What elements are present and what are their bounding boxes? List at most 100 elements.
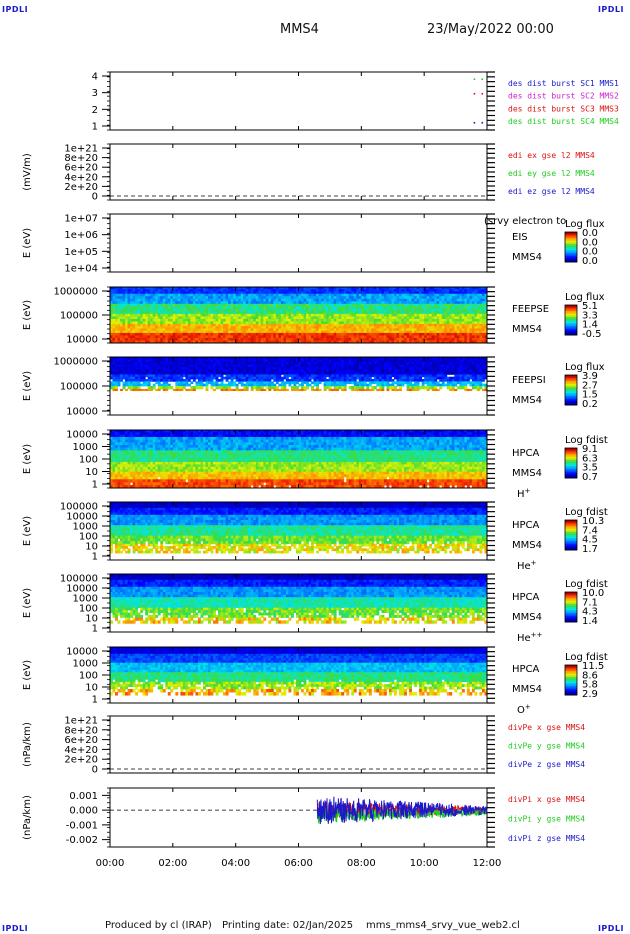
heatmap-cell — [396, 330, 400, 334]
heatmap-cell — [449, 289, 453, 292]
panel-feeps-e-spacecraft-label: MMS4 — [512, 324, 542, 335]
heatmap-cell — [270, 311, 274, 315]
heatmap-cell — [147, 386, 151, 390]
heatmap-cell — [466, 335, 470, 339]
heatmap-cell — [275, 330, 279, 334]
heatmap-cell — [424, 323, 428, 327]
heatmap-cell — [223, 330, 227, 334]
heatmap-cell — [167, 308, 171, 312]
heatmap-cell — [135, 323, 139, 327]
heatmap-cell — [165, 335, 169, 339]
heatmap-cell — [215, 335, 219, 339]
heatmap-cell — [311, 289, 314, 292]
heatmap-cell — [479, 301, 483, 305]
heatmap-cell — [120, 287, 123, 290]
heatmap-cell — [446, 306, 450, 310]
heatmap-cell — [303, 293, 307, 297]
heatmap-cell — [167, 374, 171, 378]
heatmap-cell — [255, 287, 259, 290]
heatmap-cell — [162, 287, 166, 290]
heatmap-cell — [293, 303, 297, 307]
heatmap-cell — [313, 383, 317, 387]
heatmap-cell — [213, 381, 216, 385]
heatmap-cell — [220, 330, 224, 334]
heatmap-cell — [240, 316, 244, 320]
heatmap-cell — [253, 330, 257, 334]
heatmap-cell — [165, 323, 169, 327]
heatmap-cell — [145, 311, 149, 315]
heatmap-cell — [218, 296, 221, 300]
heatmap-cell — [474, 308, 478, 312]
heatmap-cell — [363, 291, 367, 295]
heatmap-cell — [260, 364, 264, 368]
heatmap-cell — [313, 308, 317, 312]
heatmap-cell — [358, 293, 362, 297]
heatmap-cell — [290, 340, 294, 344]
heatmap-cell — [238, 381, 242, 385]
heatmap-cell — [122, 306, 126, 310]
heatmap-cell — [117, 316, 121, 320]
heatmap-cell — [182, 318, 186, 322]
heatmap-cell — [218, 361, 221, 365]
heatmap-cell — [338, 298, 342, 302]
heatmap-cell — [328, 374, 332, 378]
heatmap-cell — [431, 293, 435, 297]
heatmap-cell — [218, 369, 221, 373]
heatmap-cell — [117, 374, 121, 378]
heatmap-cell — [429, 303, 433, 307]
heatmap-cell — [466, 328, 470, 332]
heatmap-cell — [466, 301, 470, 305]
heatmap-cell — [132, 289, 136, 292]
heatmap-cell — [346, 301, 350, 305]
heatmap-cell — [147, 316, 151, 320]
heatmap-cell — [348, 361, 352, 365]
heatmap-cell — [444, 318, 448, 322]
heatmap-cell — [333, 335, 337, 339]
heatmap-cell — [421, 313, 425, 317]
heatmap-cell — [258, 293, 262, 297]
heatmap-cell — [346, 291, 350, 295]
heatmap-cell — [200, 371, 204, 375]
heatmap-cell — [145, 318, 149, 322]
heatmap-cell — [140, 303, 144, 307]
heatmap-cell — [265, 374, 269, 378]
heatmap-cell — [245, 287, 249, 290]
heatmap-cell — [145, 366, 149, 370]
heatmap-cell — [220, 376, 224, 380]
heatmap-cell — [170, 311, 174, 315]
heatmap-cell — [313, 328, 317, 332]
heatmap-cell — [238, 359, 242, 363]
heatmap-cell — [376, 326, 380, 329]
heatmap-cell — [205, 374, 209, 378]
heatmap-cell — [205, 376, 209, 380]
heatmap-cell — [484, 293, 488, 297]
heatmap-cell — [225, 371, 229, 375]
heatmap-cell — [416, 316, 420, 320]
heatmap-cell — [167, 328, 171, 332]
heatmap-cell — [396, 306, 400, 310]
heatmap-cell — [290, 316, 294, 320]
heatmap-cell — [298, 369, 302, 373]
heatmap-cell — [336, 321, 340, 325]
heatmap-cell — [409, 335, 412, 339]
heatmap-cell — [484, 306, 488, 310]
heatmap-cell — [152, 335, 156, 339]
heatmap-cell — [328, 291, 332, 295]
heatmap-cell — [185, 357, 189, 360]
heatmap-cell — [301, 376, 304, 380]
heatmap-cell — [248, 316, 252, 320]
heatmap-cell — [481, 328, 485, 332]
heatmap-cell — [180, 359, 184, 363]
heatmap-cell — [172, 388, 176, 392]
heatmap-cell — [220, 383, 224, 387]
heatmap-cell — [132, 313, 136, 317]
heatmap-cell — [142, 340, 146, 344]
heatmap-cell — [451, 291, 455, 295]
heatmap-cell — [175, 379, 179, 382]
heatmap-cell — [125, 361, 128, 365]
heatmap-cell — [160, 383, 164, 387]
heatmap-cell — [273, 308, 277, 312]
heatmap-cell — [411, 321, 415, 325]
heatmap-cell — [293, 340, 297, 344]
heatmap-cell — [145, 296, 149, 300]
